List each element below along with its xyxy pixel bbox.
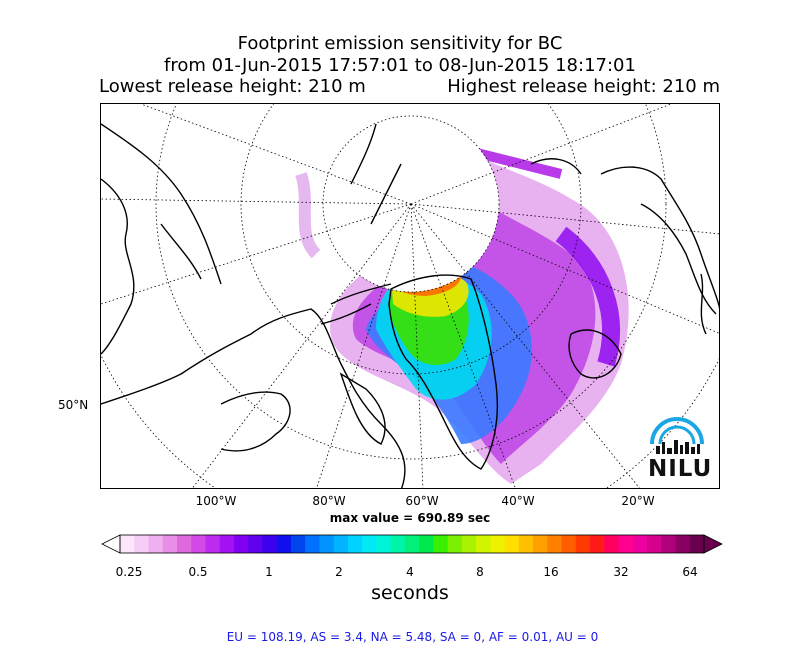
lat-label-50n: 50°N (58, 398, 89, 412)
colorbar-cell (191, 535, 206, 553)
colorbar-cell (134, 535, 149, 553)
colorbar-cell (162, 535, 178, 553)
colorbar-cell (490, 535, 506, 553)
colorbar-max-extension (703, 534, 723, 554)
colorbar-cell (390, 535, 406, 553)
colorbar-cell (547, 535, 563, 553)
title-line-2: from 01-Jun-2015 17:57:01 to 08-Jun-2015… (164, 55, 636, 76)
colorbar-cell (447, 535, 463, 553)
coastlines (101, 123, 719, 488)
colorbar-cell (689, 535, 705, 553)
colorbar-cell (120, 535, 135, 553)
colorbar-cell (590, 535, 605, 553)
colorbar-tick-4: 4 (406, 565, 414, 579)
colorbar-cell (219, 535, 235, 553)
colorbar-tick-8: 64 (682, 565, 698, 579)
lon-label-80w: 80°W (312, 494, 346, 508)
colorbar-tick-0: 0.25 (115, 565, 143, 579)
lon-label-100w: 100°W (195, 494, 237, 508)
lowest-release-height: Lowest release height: 210 m (99, 76, 366, 97)
colorbar-cell (433, 535, 449, 553)
colorbar-tick-5: 8 (476, 565, 484, 579)
nilu-arc-icon (650, 417, 704, 445)
colorbar-cell (419, 535, 434, 553)
colorbar-cell (333, 535, 349, 553)
nilu-inner-arc-icon (658, 425, 696, 445)
colorbar-tick-6: 16 (543, 565, 559, 579)
colorbar-cell (404, 535, 420, 553)
colorbar-cell (262, 535, 278, 553)
colorbar-cell (561, 535, 577, 553)
colorbar-cell (205, 535, 221, 553)
colorbar (101, 534, 723, 554)
colorbar-cell (504, 535, 520, 553)
colorbar-cell (319, 535, 335, 553)
colorbar-tick-1: 0.5 (188, 565, 208, 579)
colorbar-cell (632, 535, 648, 553)
colorbar-cell (248, 535, 263, 553)
lon-label-60w: 60°W (405, 494, 439, 508)
colorbar-outline (119, 534, 705, 554)
colorbar-cell (476, 535, 491, 553)
lon-label-40w: 40°W (501, 494, 535, 508)
nilu-skyline-icon (656, 440, 700, 454)
title-line-1: Footprint emission sensitivity for BC (237, 33, 563, 54)
colorbar-cell (305, 535, 320, 553)
colorbar-min-extension (101, 534, 121, 554)
map-panel (100, 103, 720, 489)
colorbar-cell (461, 535, 477, 553)
map-canvas (101, 104, 719, 488)
colorbar-cell (176, 535, 192, 553)
graticule (101, 104, 719, 488)
nilu-logo (650, 417, 704, 454)
colorbar-cell (518, 535, 534, 553)
colorbar-cell (604, 535, 620, 553)
colorbar-tick-3: 2 (335, 565, 343, 579)
colorbar-cell (575, 535, 591, 553)
colorbar-cell (647, 535, 662, 553)
highest-release-height: Highest release height: 210 m (447, 76, 720, 97)
colorbar-cell (290, 535, 306, 553)
max-value-label: max value = 690.89 sec (329, 511, 491, 525)
colorbar-cell (661, 535, 677, 553)
lon-label-20w: 20°W (621, 494, 655, 508)
colorbar-tick-2: 1 (265, 565, 273, 579)
colorbar-cell (675, 535, 691, 553)
colorbar-cell (276, 535, 292, 553)
colorbar-cell (362, 535, 377, 553)
colorbar-cell (148, 535, 164, 553)
nilu-logo-text: NILU (648, 456, 713, 482)
colorbar-cell (347, 535, 363, 553)
colorbar-cell (533, 535, 548, 553)
colorbar-cell (233, 535, 249, 553)
regional-stats: EU = 108.19, AS = 3.4, NA = 5.48, SA = 0… (226, 630, 599, 644)
colorbar-cell (618, 535, 634, 553)
colorbar-tick-7: 32 (613, 565, 629, 579)
colorbar-cell (376, 535, 392, 553)
colorbar-label: seconds (371, 582, 449, 604)
